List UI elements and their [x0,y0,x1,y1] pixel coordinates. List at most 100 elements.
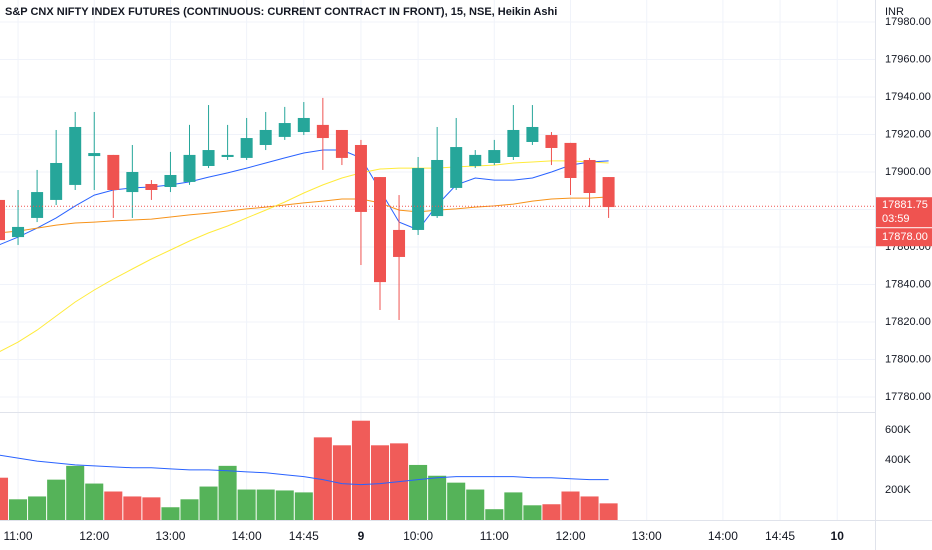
candle-body [335,129,348,158]
volume-bar [313,437,332,520]
y-tick-label: 17780.00 [885,391,931,403]
candle-body [412,168,425,230]
candle-body [564,142,577,178]
candle-body [107,154,120,190]
candle-body [202,150,215,166]
volume-bar [542,504,561,520]
x-tick-label: 12:00 [79,529,109,543]
candle-body [488,150,501,163]
candle-body [164,174,177,187]
close-marker-box [876,228,932,247]
candle-body [393,229,406,257]
volume-bar [466,489,485,520]
candle-body [50,162,63,200]
chart-title: S&P CNX NIFTY INDEX FUTURES (CONTINUOUS:… [5,6,557,18]
last-price-label: 17881.75 [882,199,928,211]
moving-average-line [0,149,609,246]
volume-bar [85,483,104,520]
y-tick-label: 17980.00 [885,16,931,28]
candle-body [374,177,386,283]
x-tick-label: 11:00 [3,529,32,543]
candle-body [183,154,196,182]
x-tick-label: 10 [831,529,845,543]
candle-body [316,124,329,139]
y-tick-label: 17940.00 [885,91,931,103]
candle-body [69,126,82,185]
candle-body [259,129,272,145]
candle-body [545,135,558,148]
volume-bar [447,482,466,520]
y-tick-label: 17920.00 [885,128,931,140]
candle-body [221,154,234,157]
volume-bar [256,489,275,520]
volume-bar [409,464,428,520]
candle-body [240,138,253,158]
volume-bar [275,490,294,520]
volume-ma-line [0,454,609,486]
volume-bar [28,496,47,520]
y-tick-label: 17800.00 [885,353,931,365]
candle-body [297,117,310,133]
candle-body [450,147,463,188]
candle-body [0,199,5,241]
moving-average-line [0,196,609,234]
y-tick-label: 17900.00 [885,166,931,178]
volume-bar [599,503,618,520]
volume-bar [370,445,390,520]
countdown-label: 03:59 [882,213,910,225]
volume-bar [47,479,66,520]
x-tick-label: 14:45 [289,529,319,543]
volume-bar [504,492,523,520]
candle-body [126,171,139,193]
y-tick-label: 17820.00 [885,316,931,328]
last-price-box [876,197,932,228]
volume-bar [294,492,313,520]
volume-bar [428,475,447,520]
volume-tick-label: 200K [885,484,911,496]
volume-bar [180,499,199,520]
grid [0,0,875,520]
currency: INR [885,6,904,18]
y-tick-label: 17840.00 [885,278,931,290]
volume-bar [485,509,504,520]
volume-bar [351,420,370,520]
volume-bar [104,491,123,520]
y-tick-label: 17960.00 [885,53,931,65]
candle-body [31,192,44,218]
candle-body [583,159,596,193]
volume-tick-label: 400K [885,454,911,466]
volume-bar [332,445,351,520]
close-marker-label: 17878.00 [882,231,928,243]
volume-bar [580,496,599,520]
volume-tick-label: 600K [885,424,911,436]
candle-body [602,177,615,208]
labels: 17780.0017800.0017820.0017840.0017860.00… [3,16,932,543]
volume-bar [66,465,85,520]
volume-bar [142,497,161,520]
candle-body [88,153,101,157]
x-tick-label: 14:00 [232,529,262,543]
volume-bar [161,507,180,520]
x-tick-label: 9 [358,529,365,543]
x-tick-label: 12:00 [555,529,585,543]
candle-body [526,126,539,142]
marks [0,97,875,520]
candle-body [354,144,367,212]
volume-bar [237,489,256,520]
moving-average-line [0,160,609,353]
volume-bar [561,491,580,520]
volume-bar [199,486,218,520]
volume-bar [123,496,142,520]
volume-bar [218,465,237,520]
x-tick-label: 10:00 [403,529,433,543]
candle-body [507,129,520,157]
candle-body [12,226,25,238]
x-tick-label: 14:45 [765,529,795,543]
x-tick-label: 13:00 [632,529,662,543]
volume-bar [9,499,28,520]
volume-bar [523,505,542,520]
x-tick-label: 11:00 [480,529,509,543]
candle-body [431,159,444,217]
x-tick-label: 13:00 [155,529,185,543]
